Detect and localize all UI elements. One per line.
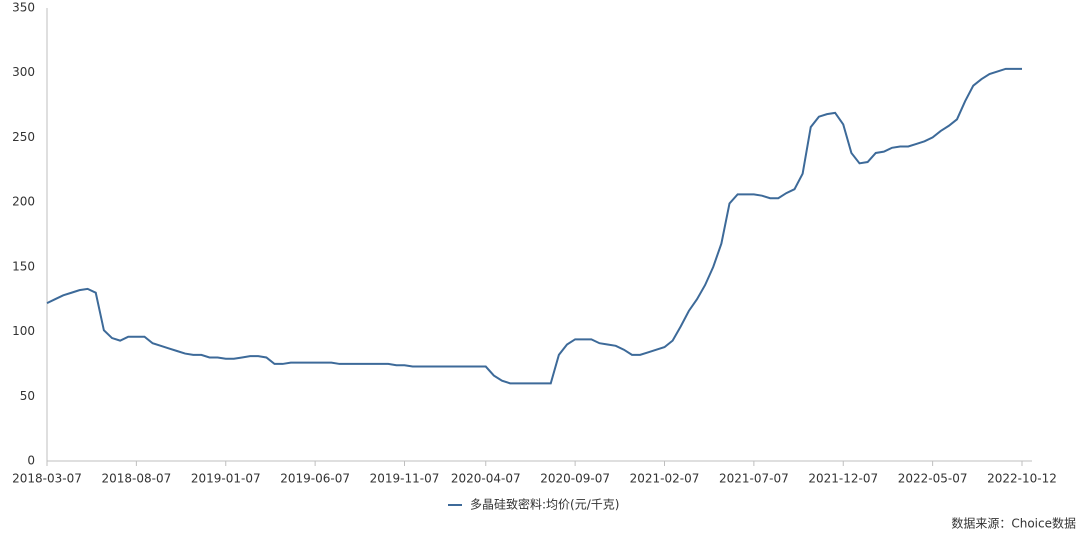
x-tick-label: 2020-04-07 xyxy=(451,472,521,486)
y-tick-label: 150 xyxy=(12,259,35,273)
x-tick-label: 2018-03-07 xyxy=(12,472,82,486)
y-tick-label: 250 xyxy=(12,130,35,144)
x-tick-label: 2018-08-07 xyxy=(102,472,172,486)
x-tick-label: 2019-11-07 xyxy=(370,472,440,486)
x-tick-label: 2019-06-07 xyxy=(280,472,350,486)
x-tick-label: 2022-05-07 xyxy=(898,472,968,486)
source-note: 数据来源：Choice数据 xyxy=(951,516,1076,531)
y-tick-label: 300 xyxy=(12,65,35,79)
x-tick-label: 2021-07-07 xyxy=(719,472,789,486)
y-tick-label: 100 xyxy=(12,324,35,338)
y-tick-label: 0 xyxy=(27,454,35,468)
x-tick-label: 2020-09-07 xyxy=(540,472,610,486)
y-tick-label: 350 xyxy=(12,1,35,15)
x-tick-label: 2021-12-07 xyxy=(808,472,878,486)
y-tick-label: 50 xyxy=(20,389,35,403)
legend-label: 多晶硅致密料:均价(元/千克) xyxy=(470,497,619,512)
x-tick-label: 2021-02-07 xyxy=(630,472,700,486)
line-series xyxy=(46,67,1022,385)
x-tick-label: 2022-10-12 xyxy=(987,472,1057,486)
y-tick-label: 200 xyxy=(12,195,35,209)
x-tick-label: 2019-01-07 xyxy=(191,472,261,486)
